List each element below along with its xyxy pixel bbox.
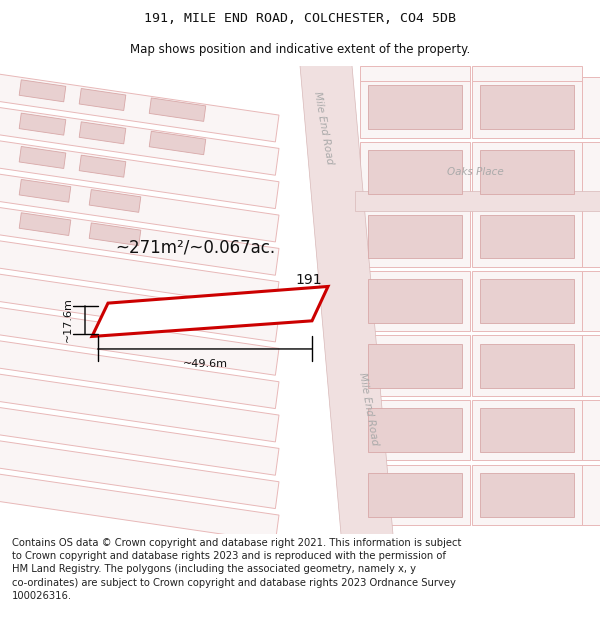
Bar xyxy=(360,142,470,202)
Bar xyxy=(368,408,462,452)
Polygon shape xyxy=(0,406,279,475)
Polygon shape xyxy=(19,80,66,102)
Bar xyxy=(582,142,600,202)
Polygon shape xyxy=(0,140,279,209)
Polygon shape xyxy=(89,223,141,246)
Text: ~271m²/~0.067ac.: ~271m²/~0.067ac. xyxy=(115,239,275,257)
Bar xyxy=(360,464,470,525)
Bar xyxy=(472,142,582,202)
Polygon shape xyxy=(19,146,66,169)
Text: Mile End Road: Mile End Road xyxy=(356,372,379,447)
Polygon shape xyxy=(0,240,279,309)
Polygon shape xyxy=(0,306,279,375)
Polygon shape xyxy=(19,179,71,202)
Bar xyxy=(368,214,462,258)
Bar xyxy=(480,86,574,129)
Polygon shape xyxy=(89,189,141,213)
Bar xyxy=(360,206,470,267)
Bar xyxy=(480,279,574,323)
Polygon shape xyxy=(79,89,126,111)
Text: Mile End Road: Mile End Road xyxy=(311,91,334,166)
Bar xyxy=(480,344,574,388)
Bar xyxy=(360,66,470,81)
Polygon shape xyxy=(19,213,71,236)
Bar xyxy=(360,271,470,331)
Text: Contains OS data © Crown copyright and database right 2021. This information is : Contains OS data © Crown copyright and d… xyxy=(12,538,461,601)
Polygon shape xyxy=(0,106,279,175)
Bar xyxy=(480,473,574,517)
Polygon shape xyxy=(149,131,206,155)
Bar xyxy=(480,214,574,258)
Bar xyxy=(360,400,470,461)
Polygon shape xyxy=(0,440,279,509)
Bar xyxy=(368,86,462,129)
Bar xyxy=(472,77,582,138)
Polygon shape xyxy=(79,155,126,177)
Bar xyxy=(582,77,600,138)
Bar xyxy=(582,206,600,267)
Bar xyxy=(360,336,470,396)
Bar xyxy=(472,400,582,461)
Polygon shape xyxy=(19,113,66,135)
Bar xyxy=(582,464,600,525)
Bar xyxy=(368,279,462,323)
Polygon shape xyxy=(300,66,393,534)
Bar xyxy=(472,336,582,396)
Text: 191, MILE END ROAD, COLCHESTER, CO4 5DB: 191, MILE END ROAD, COLCHESTER, CO4 5DB xyxy=(144,12,456,25)
Bar xyxy=(582,400,600,461)
Bar xyxy=(472,66,582,81)
Bar xyxy=(472,271,582,331)
Bar xyxy=(582,336,600,396)
Bar xyxy=(472,206,582,267)
Bar xyxy=(472,464,582,525)
Text: Oaks Place: Oaks Place xyxy=(446,167,503,177)
Text: Map shows position and indicative extent of the property.: Map shows position and indicative extent… xyxy=(130,42,470,56)
Polygon shape xyxy=(79,122,126,144)
Bar xyxy=(480,150,574,194)
Polygon shape xyxy=(0,373,279,442)
Text: ~17.6m: ~17.6m xyxy=(63,298,73,343)
Text: ~49.6m: ~49.6m xyxy=(182,359,227,369)
Polygon shape xyxy=(0,206,279,275)
Bar xyxy=(368,473,462,517)
Bar xyxy=(368,150,462,194)
Polygon shape xyxy=(0,340,279,409)
Polygon shape xyxy=(0,473,279,542)
Bar xyxy=(360,77,470,138)
Polygon shape xyxy=(149,98,206,121)
Polygon shape xyxy=(0,173,279,242)
Polygon shape xyxy=(92,286,328,336)
Bar xyxy=(480,408,574,452)
Bar xyxy=(582,271,600,331)
Bar xyxy=(368,344,462,388)
Polygon shape xyxy=(0,73,279,142)
Text: 191: 191 xyxy=(295,274,322,288)
Bar xyxy=(355,191,600,211)
Polygon shape xyxy=(0,273,279,342)
